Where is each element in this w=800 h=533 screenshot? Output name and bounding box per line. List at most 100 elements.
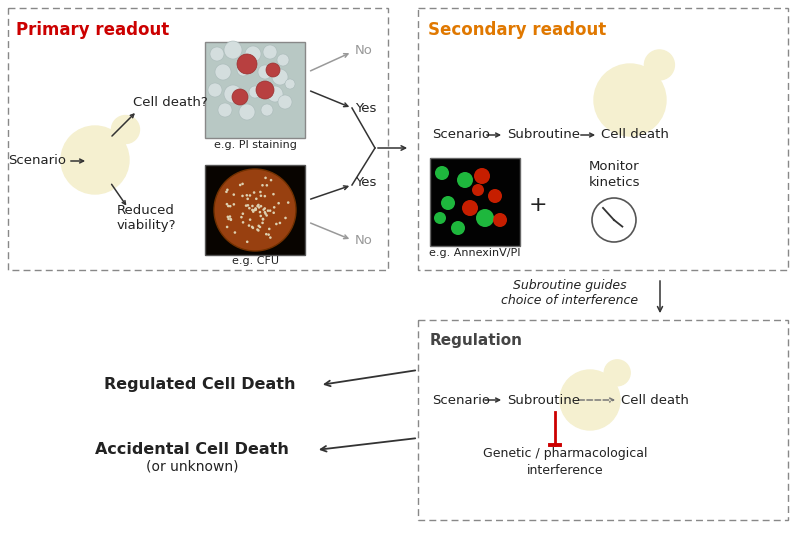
Text: Regulation: Regulation [430, 333, 523, 348]
Circle shape [61, 126, 129, 194]
Circle shape [472, 184, 484, 196]
Circle shape [254, 208, 257, 211]
Circle shape [592, 198, 636, 242]
Text: (or unknown): (or unknown) [146, 460, 238, 474]
Circle shape [234, 231, 236, 234]
Text: Primary readout: Primary readout [16, 21, 170, 39]
Circle shape [277, 54, 289, 66]
Circle shape [226, 189, 229, 191]
Circle shape [265, 233, 267, 236]
Circle shape [258, 65, 272, 79]
Circle shape [252, 209, 254, 212]
Circle shape [230, 219, 232, 221]
Circle shape [226, 215, 229, 218]
Circle shape [266, 209, 270, 212]
Circle shape [240, 216, 242, 219]
Circle shape [227, 205, 230, 207]
Circle shape [270, 179, 272, 181]
Circle shape [249, 86, 261, 98]
Text: Reduced
viability?: Reduced viability? [117, 204, 177, 232]
Circle shape [251, 209, 254, 211]
Circle shape [246, 194, 248, 197]
Circle shape [251, 225, 254, 228]
Text: e.g. AnnexinV/PI: e.g. AnnexinV/PI [430, 248, 521, 258]
Circle shape [257, 229, 260, 232]
Circle shape [215, 64, 231, 80]
Circle shape [285, 79, 295, 89]
Circle shape [248, 224, 250, 227]
Circle shape [226, 203, 228, 205]
Text: Scenario: Scenario [8, 155, 66, 167]
Circle shape [245, 46, 261, 62]
Circle shape [462, 200, 478, 216]
Circle shape [258, 225, 262, 228]
Circle shape [284, 217, 287, 219]
Text: Subroutine guides
choice of interference: Subroutine guides choice of interference [502, 279, 638, 308]
Circle shape [272, 69, 288, 85]
Circle shape [246, 198, 249, 200]
Circle shape [256, 228, 258, 231]
Circle shape [261, 104, 273, 116]
Circle shape [252, 227, 254, 229]
Circle shape [434, 212, 446, 224]
Circle shape [246, 240, 249, 243]
Circle shape [242, 213, 244, 215]
Circle shape [560, 370, 620, 430]
Circle shape [645, 50, 674, 80]
Circle shape [594, 64, 666, 136]
Circle shape [258, 211, 262, 213]
Circle shape [111, 116, 139, 143]
Circle shape [229, 205, 231, 207]
Text: No: No [355, 44, 373, 56]
Circle shape [233, 203, 235, 206]
Text: Regulated Cell Death: Regulated Cell Death [104, 377, 296, 392]
Circle shape [488, 189, 502, 203]
Circle shape [249, 219, 251, 221]
Circle shape [262, 208, 265, 211]
Circle shape [239, 104, 255, 120]
Circle shape [255, 197, 258, 200]
Circle shape [262, 218, 264, 221]
Bar [8, 8, 388, 270]
Circle shape [272, 212, 275, 214]
Circle shape [239, 184, 242, 186]
Bar [430, 158, 520, 246]
Text: Yes: Yes [355, 176, 376, 190]
Circle shape [254, 207, 257, 210]
Circle shape [246, 204, 250, 207]
Circle shape [256, 81, 274, 99]
Circle shape [224, 85, 242, 103]
Circle shape [210, 47, 224, 61]
Circle shape [259, 215, 262, 217]
Circle shape [260, 205, 262, 207]
Circle shape [226, 225, 229, 228]
Circle shape [242, 183, 244, 185]
Text: Subroutine: Subroutine [507, 393, 580, 407]
Text: Subroutine: Subroutine [507, 128, 580, 141]
Circle shape [264, 176, 267, 179]
Circle shape [263, 45, 277, 59]
Circle shape [493, 213, 507, 227]
Circle shape [248, 207, 250, 209]
Text: Accidental Cell Death: Accidental Cell Death [95, 442, 289, 457]
Text: Yes: Yes [355, 102, 376, 116]
Circle shape [267, 86, 283, 102]
Circle shape [268, 228, 270, 230]
Circle shape [287, 201, 290, 204]
Circle shape [252, 211, 254, 213]
Bar [418, 320, 788, 520]
Text: Cell death: Cell death [621, 393, 689, 407]
Bar [205, 165, 305, 255]
Circle shape [263, 195, 266, 197]
Circle shape [261, 184, 264, 187]
Circle shape [224, 41, 242, 59]
Circle shape [263, 207, 266, 210]
Circle shape [278, 222, 282, 224]
Circle shape [604, 360, 630, 386]
Circle shape [260, 195, 262, 197]
Circle shape [258, 224, 260, 227]
Text: +: + [529, 195, 547, 215]
Text: e.g. PI staining: e.g. PI staining [214, 140, 297, 150]
Circle shape [269, 236, 272, 239]
Bar [205, 42, 305, 138]
